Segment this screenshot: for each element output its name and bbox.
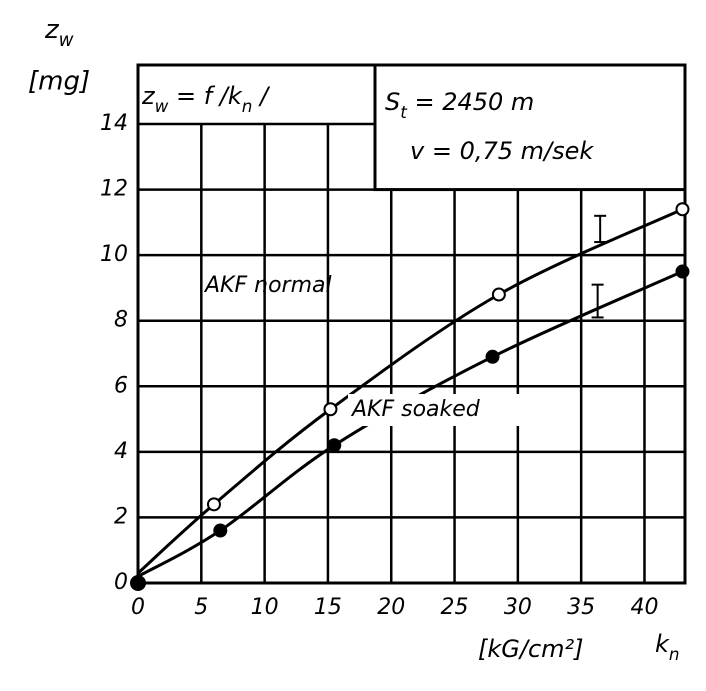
data-point bbox=[323, 402, 338, 417]
data-point bbox=[675, 202, 690, 217]
x-tick-label: 5 bbox=[194, 595, 208, 620]
x-axis-symbol: kn bbox=[655, 630, 680, 664]
data-point bbox=[206, 497, 221, 512]
y-tick-label: 2 bbox=[114, 504, 128, 529]
text-part: v = 0,75 m/sek bbox=[410, 137, 594, 165]
text-part: / bbox=[252, 82, 271, 110]
condition: St = 2450 m bbox=[385, 88, 534, 122]
subscript: w bbox=[59, 30, 74, 51]
y-tick-label: 0 bbox=[114, 570, 128, 595]
x-tick-label: 0 bbox=[131, 595, 145, 620]
y-tick-label: 14 bbox=[100, 111, 128, 136]
y-tick-label: 4 bbox=[114, 439, 128, 464]
label-background bbox=[348, 394, 528, 426]
series-label: AKF normal bbox=[203, 273, 332, 298]
y-axis-label: zw bbox=[44, 15, 74, 51]
y-tick-label: 12 bbox=[100, 177, 128, 202]
x-tick-label: 35 bbox=[567, 595, 595, 620]
data-point bbox=[213, 523, 228, 538]
subscript: w bbox=[155, 96, 169, 116]
y-axis-unit: [mg] bbox=[28, 67, 90, 97]
text-part: z bbox=[44, 15, 60, 45]
text-part: = f /k bbox=[168, 82, 243, 110]
subscript: t bbox=[400, 102, 408, 122]
x-tick-label: 25 bbox=[441, 595, 469, 620]
x-tick-label: 30 bbox=[504, 595, 532, 620]
subscript: n bbox=[669, 644, 680, 664]
x-tick-label: 10 bbox=[251, 595, 279, 620]
origin-dot bbox=[130, 575, 146, 591]
x-tick-label: 15 bbox=[314, 595, 342, 620]
data-point bbox=[675, 264, 690, 279]
series-line bbox=[137, 270, 684, 578]
x-tick-label: 20 bbox=[377, 595, 405, 620]
y-tick-label: 8 bbox=[114, 308, 128, 333]
text-part: S bbox=[385, 88, 400, 116]
formula: zw = f /kn / bbox=[141, 82, 271, 116]
x-axis-label: [kG/cm²] bbox=[478, 635, 584, 663]
text-part: = 2450 m bbox=[407, 88, 534, 116]
y-tick-label: 6 bbox=[114, 373, 128, 398]
subscript: n bbox=[242, 96, 253, 116]
data-point bbox=[491, 287, 506, 302]
condition: v = 0,75 m/sek bbox=[410, 137, 594, 165]
data-point bbox=[485, 349, 500, 364]
y-tick-label: 10 bbox=[100, 242, 128, 267]
text-part: z bbox=[141, 82, 156, 110]
conditions-box bbox=[373, 63, 687, 192]
series-label: AKF soaked bbox=[350, 397, 481, 422]
error-bar bbox=[594, 214, 607, 244]
x-tick-label: 40 bbox=[630, 595, 658, 620]
data-point bbox=[327, 438, 342, 453]
text-part: k bbox=[655, 630, 670, 658]
error-bar bbox=[591, 283, 604, 319]
